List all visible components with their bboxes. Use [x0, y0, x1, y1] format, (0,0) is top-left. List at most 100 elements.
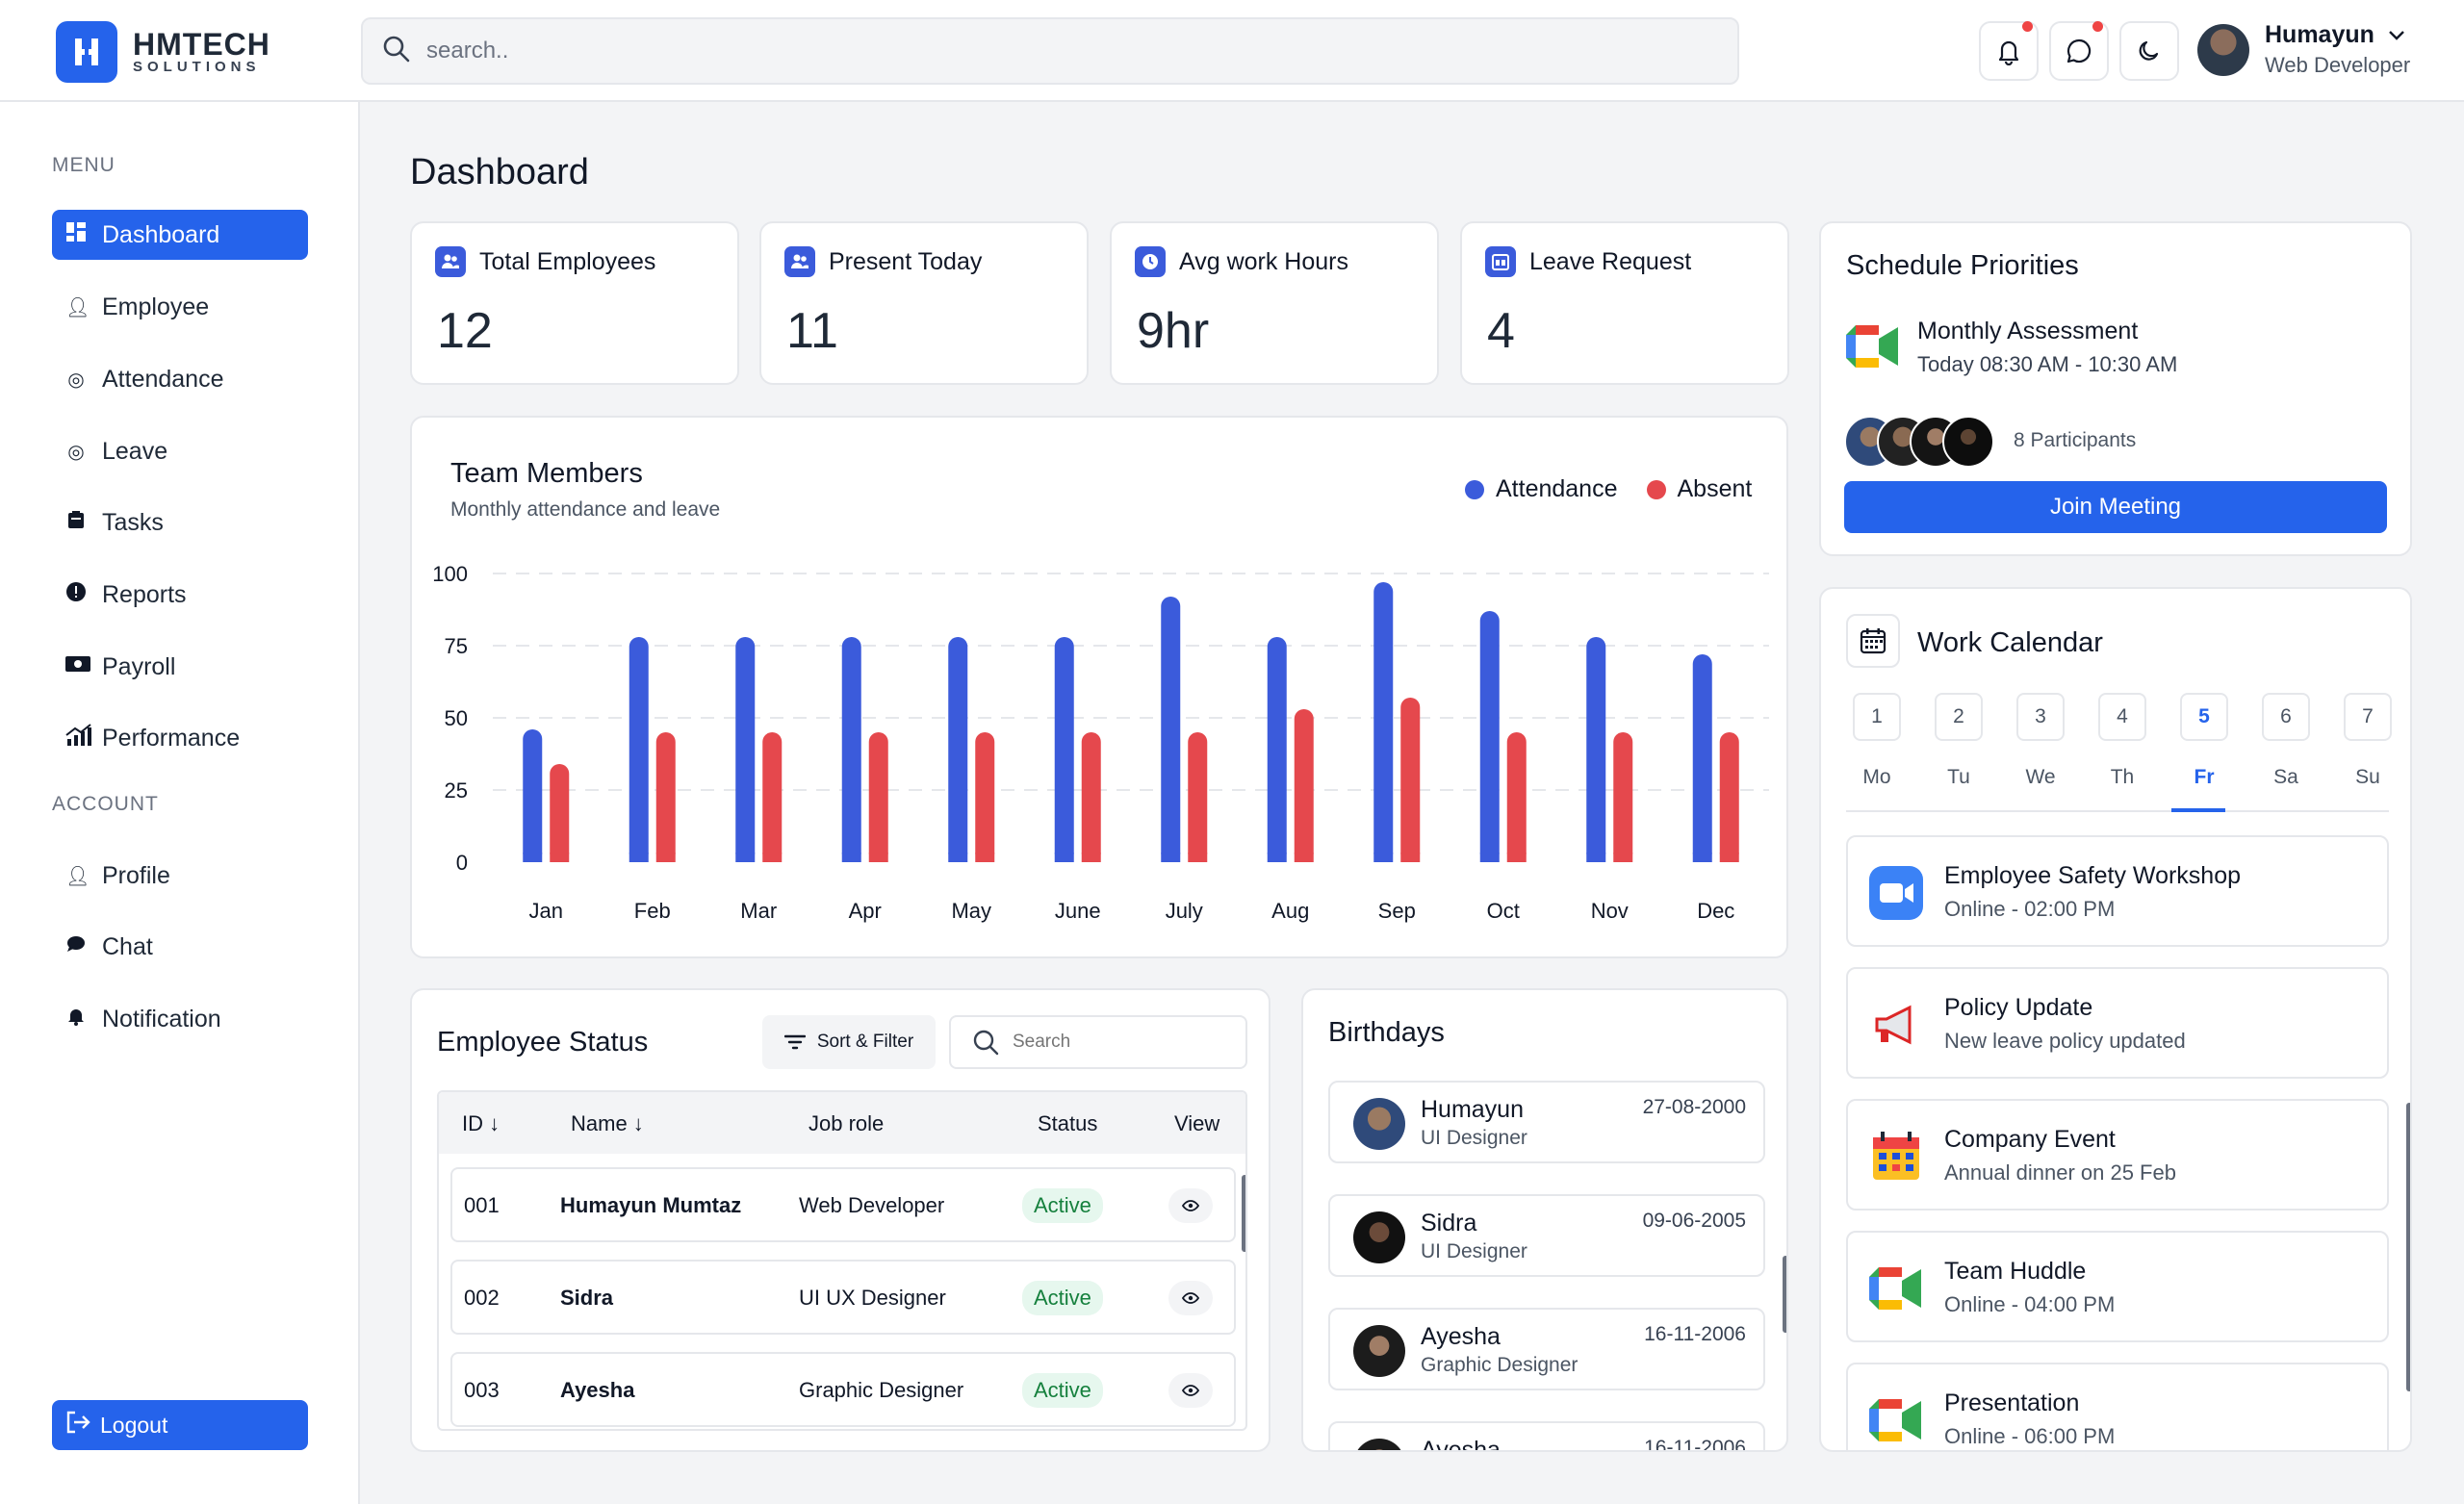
user-menu[interactable]: Humayun Web Developer	[2197, 21, 2410, 78]
notifications-button[interactable]	[1979, 21, 2039, 81]
y-tick-label: 0	[456, 851, 468, 875]
bar-absent[interactable]	[1294, 709, 1314, 862]
stat-avg-work-hours: Avg work Hours 9hr	[1110, 221, 1439, 385]
event-title: Presentation	[1944, 1389, 2080, 1416]
person-icon: 👤︎	[65, 865, 90, 887]
nav-profile[interactable]: 👤︎ Profile	[52, 851, 308, 901]
calendar-event[interactable]: Employee Safety Workshop Online - 02:00 …	[1846, 835, 2389, 947]
bar-attendance[interactable]	[1161, 597, 1181, 862]
nav-label: Employee	[102, 293, 210, 320]
col-name[interactable]: Name ↓	[571, 1111, 644, 1135]
bar-attendance[interactable]	[1479, 611, 1500, 862]
logout-button[interactable]: Logout	[52, 1400, 308, 1450]
calendar-day[interactable]: 4	[2098, 693, 2146, 741]
bar-absent[interactable]	[868, 732, 888, 862]
bar-absent[interactable]	[975, 732, 995, 862]
bar-absent[interactable]	[550, 764, 570, 862]
birthday-item[interactable]: Sidra UI Designer 09-06-2005	[1328, 1194, 1765, 1277]
join-meeting-button[interactable]: Join Meeting	[1844, 481, 2387, 533]
birthday-date: 16-11-2006	[1644, 1323, 1746, 1345]
calendar-day[interactable]: 1	[1853, 693, 1901, 741]
calendar-day[interactable]: 6	[2262, 693, 2310, 741]
view-button[interactable]	[1168, 1188, 1213, 1223]
calendar-weekday[interactable]: We	[2025, 766, 2056, 788]
bar-attendance[interactable]	[948, 637, 968, 862]
nav-leave[interactable]: ◎ Leave	[52, 426, 308, 476]
calendar-scrollbar[interactable]	[2406, 1103, 2410, 1391]
table-row[interactable]: 002 Sidra UI UX Designer Active	[450, 1260, 1236, 1335]
nav-chat[interactable]: Chat	[52, 922, 308, 972]
birthday-item[interactable]: Humayun UI Designer 27-08-2000	[1328, 1081, 1765, 1163]
calendar-day[interactable]: 3	[2016, 693, 2065, 741]
bar-attendance[interactable]	[1054, 637, 1074, 862]
bar-absent[interactable]	[1081, 732, 1101, 862]
schedule-time: Today 08:30 AM - 10:30 AM	[1917, 352, 2178, 376]
calendar-event[interactable]: Company Event Annual dinner on 25 Feb	[1846, 1099, 2389, 1211]
nav-payroll[interactable]: Payroll	[52, 642, 308, 692]
theme-toggle-button[interactable]	[2119, 21, 2179, 81]
brand-logo[interactable]: HMTECH SOLUTIONS	[56, 21, 270, 83]
calendar-weekday[interactable]: Su	[2355, 766, 2380, 788]
calendar-weekday[interactable]: Tu	[1947, 766, 1970, 788]
bar-base	[1613, 853, 1633, 862]
logo-icon	[56, 21, 117, 83]
birthday-item[interactable]: Ayesha 16-11-2006	[1328, 1421, 1765, 1452]
view-button[interactable]	[1168, 1281, 1213, 1315]
birthday-item[interactable]: Ayesha Graphic Designer 16-11-2006	[1328, 1308, 1765, 1390]
bar-absent[interactable]	[762, 732, 783, 862]
calendar-event[interactable]: Presentation Online - 06:00 PM	[1846, 1363, 2389, 1450]
search-input[interactable]	[426, 38, 1678, 64]
nav-performance[interactable]: Performance	[52, 713, 308, 763]
nav-tasks[interactable]: Tasks	[52, 497, 308, 548]
calendar-weekday[interactable]: Mo	[1862, 766, 1891, 788]
messages-button[interactable]	[2049, 21, 2109, 81]
view-button[interactable]	[1168, 1373, 1213, 1408]
calendar-event[interactable]: Team Huddle Online - 04:00 PM	[1846, 1231, 2389, 1342]
table-row[interactable]: 003 Ayesha Graphic Designer Active	[450, 1352, 1236, 1427]
calendar-event[interactable]: Policy Update New leave policy updated	[1846, 967, 2389, 1079]
status-search-input[interactable]	[1013, 1032, 1224, 1053]
bar-absent[interactable]	[655, 732, 676, 862]
bar-attendance[interactable]	[523, 729, 543, 862]
bar-base	[1479, 853, 1500, 862]
status-search[interactable]	[949, 1015, 1247, 1069]
bar-attendance[interactable]	[1373, 582, 1394, 862]
chart-subtitle: Monthly attendance and leave	[450, 498, 721, 521]
calendar-day[interactable]: 2	[1935, 693, 1983, 741]
megaphone-icon	[1875, 1005, 1912, 1045]
calendar-day[interactable]: 5	[2180, 693, 2228, 741]
calendar-weekday[interactable]: Th	[2110, 766, 2135, 788]
logout-label: Logout	[100, 1412, 168, 1438]
bar-base	[1373, 853, 1394, 862]
birthday-name: Ayesha	[1421, 1437, 1501, 1452]
birthdays-scrollbar[interactable]	[1783, 1256, 1786, 1333]
bar-absent[interactable]	[1506, 732, 1527, 862]
chart-title: Team Members	[450, 458, 643, 489]
bar-attendance[interactable]	[841, 637, 861, 862]
nav-employee[interactable]: 👤︎ Employee	[52, 282, 308, 332]
bar-attendance[interactable]	[1267, 637, 1287, 862]
x-tick-label: Nov	[1591, 899, 1629, 923]
table-scrollbar[interactable]	[1242, 1175, 1245, 1252]
calendar-weekday[interactable]: Fr	[2194, 766, 2215, 788]
nav-notification[interactable]: Notification	[52, 994, 308, 1044]
bar-attendance[interactable]	[629, 637, 649, 862]
bar-attendance[interactable]	[1586, 637, 1606, 862]
calendar-day[interactable]: 7	[2344, 693, 2392, 741]
nav-attendance[interactable]: ◎ Attendance	[52, 354, 308, 404]
table-row[interactable]: 001 Humayun Mumtaz Web Developer Active	[450, 1167, 1236, 1242]
bar-absent[interactable]	[1400, 698, 1421, 862]
col-id[interactable]: ID ↓	[462, 1111, 500, 1135]
calendar-weekday[interactable]: Sa	[2273, 766, 2298, 788]
sort-filter-button[interactable]: Sort & Filter	[762, 1015, 936, 1069]
bar-attendance[interactable]	[1692, 654, 1712, 862]
dashboard-icon	[65, 221, 87, 248]
row-name: Sidra	[560, 1286, 614, 1310]
nav-dashboard[interactable]: Dashboard	[52, 210, 308, 260]
bar-attendance[interactable]	[735, 637, 756, 862]
global-search[interactable]	[361, 17, 1739, 85]
bar-absent[interactable]	[1613, 732, 1633, 862]
nav-reports[interactable]: Reports	[52, 570, 308, 620]
bar-absent[interactable]	[1719, 732, 1739, 862]
bar-absent[interactable]	[1188, 732, 1208, 862]
